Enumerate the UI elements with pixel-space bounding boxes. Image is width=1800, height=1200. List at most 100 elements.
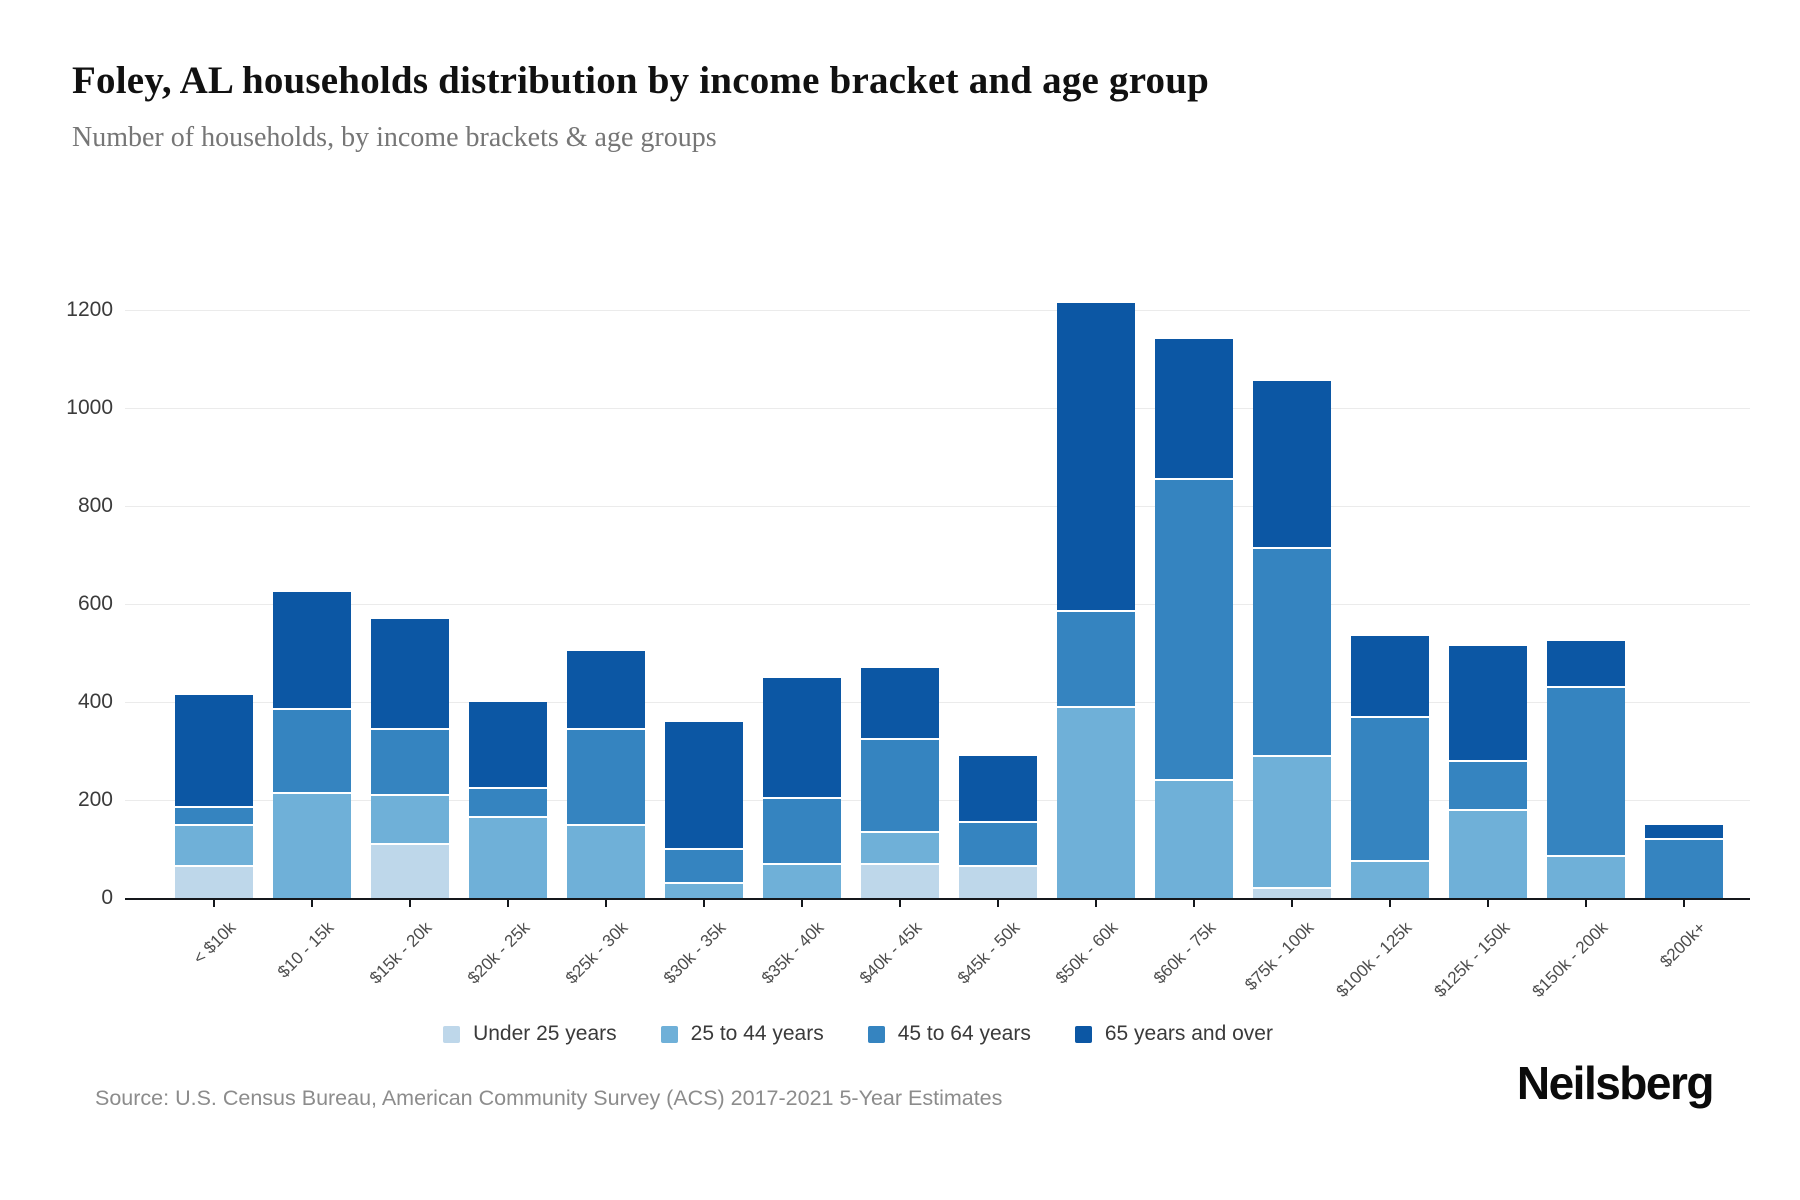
brand-logo: Neilsberg: [1516, 1057, 1715, 1109]
bar-segment: [1057, 611, 1135, 707]
segment-separator: [1547, 855, 1625, 858]
segment-separator: [175, 823, 253, 826]
x-tick-label: $45k - 50k: [953, 918, 1024, 988]
bar-segment: [861, 738, 939, 832]
x-tick: [213, 900, 215, 907]
segment-separator: [175, 865, 253, 868]
segment-separator: [763, 862, 841, 865]
segment-separator: [665, 848, 743, 850]
bar-segment: [1351, 716, 1429, 862]
x-tick-label: $25k - 30k: [561, 918, 632, 988]
x-tick: [703, 900, 705, 907]
legend-swatch: [867, 1025, 885, 1043]
legend-label: 25 to 44 years: [690, 1022, 824, 1045]
x-tick: [801, 900, 803, 907]
bar-segment: [959, 755, 1037, 823]
bar-segment: [959, 822, 1037, 867]
bar-segment: [1449, 760, 1527, 810]
bar-segment: [665, 883, 743, 898]
legend-swatch: [443, 1025, 461, 1043]
bar-segment: [567, 650, 645, 729]
segment-separator: [1645, 838, 1723, 841]
bar-segment: [1449, 809, 1527, 898]
bar-segment: [273, 591, 351, 710]
segment-separator: [567, 823, 645, 826]
bar-segment: [175, 807, 253, 825]
bar-segment: [175, 866, 253, 898]
legend-label: Under 25 years: [473, 1022, 617, 1045]
x-tick-label: $35k - 40k: [757, 918, 828, 988]
segment-separator: [1547, 686, 1625, 689]
bar-segment: [1351, 861, 1429, 898]
bar-segment: [1547, 856, 1625, 898]
bar-segment: [1155, 479, 1233, 781]
segment-separator: [273, 708, 351, 711]
bar-segment: [665, 721, 743, 849]
bar-segment: [763, 677, 841, 798]
segment-separator: [861, 737, 939, 740]
y-tick-label: 800: [77, 494, 113, 517]
bar-segment: [1057, 302, 1135, 612]
y-tick-label: 200: [77, 788, 113, 811]
segment-separator: [567, 727, 645, 730]
segment-separator: [1449, 808, 1527, 811]
bar-segment: [175, 694, 253, 808]
x-tick-label: $60k - 75k: [1149, 918, 1220, 988]
bar-segment: [1351, 635, 1429, 717]
y-tick-label: 1200: [66, 298, 113, 321]
chart-subtitle: Number of households, by income brackets…: [72, 122, 717, 153]
legend-label: 65 years and over: [1104, 1022, 1273, 1045]
bar-segment: [469, 787, 547, 818]
bar-segment: [1547, 640, 1625, 688]
x-tick: [1193, 900, 1195, 907]
bar-segment: [861, 667, 939, 739]
segment-separator: [1449, 759, 1527, 762]
bar-segment: [665, 849, 743, 884]
segment-separator: [175, 806, 253, 809]
segment-separator: [1253, 546, 1331, 549]
bar-segment: [175, 824, 253, 867]
bar-segment: [959, 866, 1037, 898]
segment-separator: [273, 791, 351, 794]
bar-segment: [763, 797, 841, 864]
chart-title: Foley, AL households distribution by inc…: [72, 59, 1209, 102]
bar-segment: [371, 795, 449, 845]
bar-segment: [567, 824, 645, 898]
bar-segment: [861, 863, 939, 898]
segment-separator: [1253, 887, 1331, 890]
segment-separator: [1057, 610, 1135, 613]
y-tick-label: 1000: [66, 396, 113, 419]
x-axis-line: [125, 898, 1750, 900]
bar-segment: [1449, 645, 1527, 761]
segment-separator: [1057, 705, 1135, 708]
legend-item: Under 25 years: [443, 1022, 617, 1046]
bar-segment: [1547, 687, 1625, 857]
bar-segment: [371, 618, 449, 729]
x-tick-label: $100k - 125k: [1332, 918, 1416, 1001]
bar-segment: [1057, 706, 1135, 898]
segment-separator: [469, 786, 547, 789]
x-tick-label: < $10k: [189, 918, 240, 968]
x-tick-label: $15k - 20k: [365, 918, 436, 988]
x-tick: [605, 900, 607, 907]
segment-separator: [371, 843, 449, 846]
gridline-y600: [125, 603, 1750, 605]
segment-separator: [763, 796, 841, 799]
segment-separator: [371, 727, 449, 730]
x-tick: [409, 900, 411, 907]
bar-segment: [1253, 888, 1331, 898]
bar-segment: [861, 831, 939, 864]
y-tick-label: 600: [77, 592, 113, 615]
segment-separator: [665, 882, 743, 885]
legend-item: 25 to 44 years: [660, 1022, 824, 1046]
legend-swatch: [660, 1025, 678, 1043]
segment-separator: [861, 862, 939, 865]
segment-separator: [1155, 478, 1233, 481]
bar-segment: [469, 817, 547, 898]
x-tick: [1291, 900, 1293, 907]
x-tick-label: $30k - 35k: [659, 918, 730, 988]
x-tick: [507, 900, 509, 907]
bar-segment: [371, 844, 449, 898]
bar-segment: [1645, 839, 1723, 898]
